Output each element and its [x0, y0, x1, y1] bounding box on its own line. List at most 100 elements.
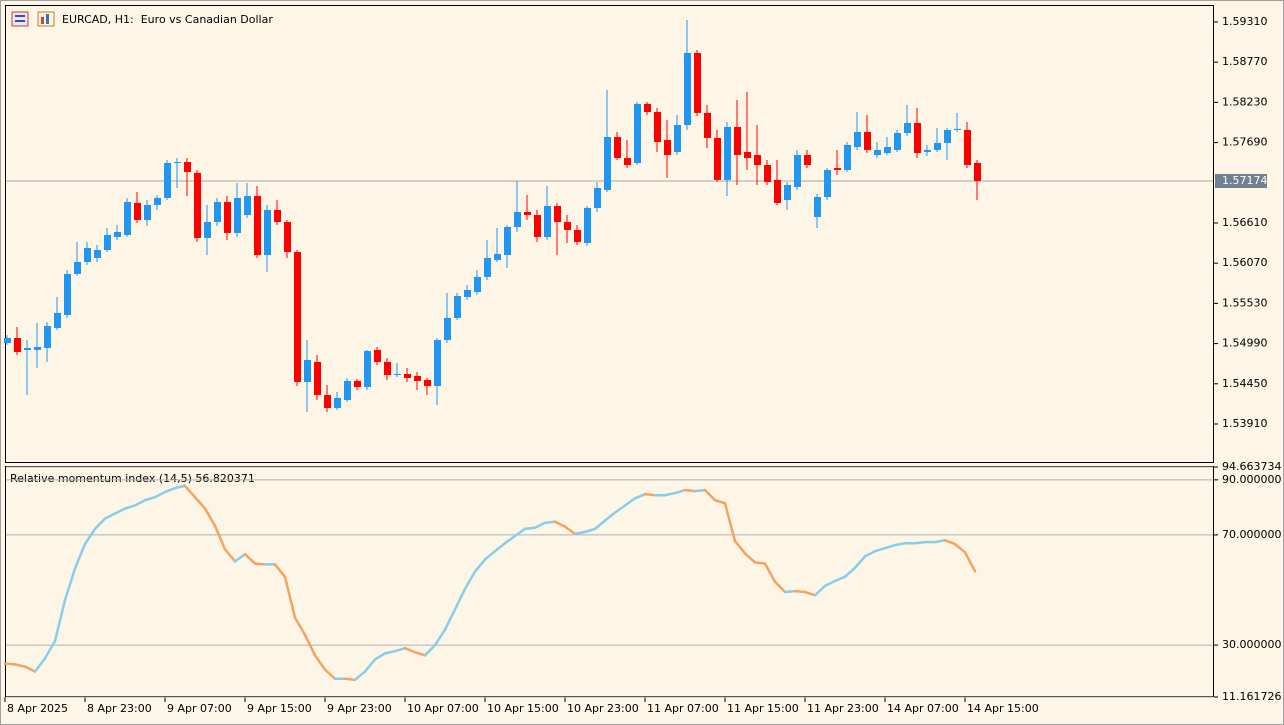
rmi-segment [553, 520, 567, 528]
candle-body [224, 201, 231, 233]
rmi-segment [123, 504, 137, 510]
y-tick-label: 90.000000 [1222, 473, 1282, 486]
rmi-segment [103, 512, 117, 520]
rmi-segment [33, 657, 47, 673]
x-tick-label: 9 Apr 23:00 [327, 702, 392, 715]
candle-body [924, 149, 931, 152]
rmi-segment [373, 652, 387, 661]
x-tick-label: 11 Apr 23:00 [807, 702, 879, 715]
rmi-segment [253, 562, 267, 566]
current-price-box [1215, 173, 1267, 188]
candle-body [424, 379, 431, 387]
rmi-segment [453, 587, 467, 611]
toolbar-icons[interactable] [11, 11, 55, 27]
candle-body [404, 373, 411, 378]
candle-body [724, 126, 731, 180]
candle-body [384, 361, 391, 376]
main-pane [5, 5, 1214, 463]
rmi-segment [863, 549, 877, 558]
rmi-segment [283, 575, 297, 619]
rmi-segment [433, 628, 447, 647]
candle-body [674, 125, 681, 152]
candle-body [244, 195, 251, 216]
y-tick-label: 30.000000 [1222, 638, 1282, 651]
x-tick-label: 14 Apr 07:00 [887, 702, 959, 715]
x-tick-label: 10 Apr 23:00 [567, 702, 639, 715]
y-tick-label: 1.56610 [1222, 216, 1268, 229]
rmi-segment [423, 643, 437, 657]
candle-body [484, 257, 491, 277]
rmi-segment [733, 539, 747, 555]
y-tick-label: 94.663734 [1222, 460, 1282, 473]
indicator-title: Relative momentum index (14,5) 56.820371 [10, 472, 255, 485]
rmi-segment [673, 488, 687, 495]
candle-body [914, 122, 921, 154]
candle-body [14, 338, 21, 352]
candle-body [824, 169, 831, 197]
candle-body [974, 162, 981, 181]
candle-body [844, 144, 851, 170]
rmi-segment [563, 525, 577, 536]
rmi-segment [413, 651, 427, 657]
rmi-segment [963, 551, 977, 573]
rmi-segment [823, 579, 837, 588]
candle-body [714, 137, 721, 180]
candle-body [544, 206, 551, 237]
candle-body [114, 231, 121, 237]
x-tick-label: 8 Apr 23:00 [87, 702, 152, 715]
rmi-segment [293, 616, 307, 637]
rmi-segment [593, 519, 607, 531]
rmi-segment [573, 530, 587, 536]
candle-body [44, 326, 51, 348]
candle-body [494, 253, 501, 260]
candle-body [664, 139, 671, 156]
y-tick-label: 1.59310 [1222, 15, 1268, 28]
candle-body [754, 155, 761, 165]
candle-body [594, 187, 601, 208]
rmi-segment [223, 548, 237, 563]
icon-list[interactable] [11, 11, 29, 27]
candle-body [194, 172, 201, 238]
rmi-segment [543, 520, 557, 525]
rmi-segment [783, 589, 797, 594]
x-tick-label: 9 Apr 07:00 [167, 702, 232, 715]
y-tick-label: 1.53910 [1222, 417, 1268, 430]
candle-body [684, 52, 691, 126]
candle-body [874, 149, 881, 156]
candle-body [854, 132, 861, 147]
rmi-segment [833, 575, 847, 583]
rmi-segment [163, 486, 177, 494]
candle-body [534, 215, 541, 237]
candle-body [444, 317, 451, 341]
rmi-segment [403, 646, 417, 654]
rmi-segment [243, 552, 257, 565]
candle-body [234, 197, 241, 233]
candle-body [414, 375, 421, 381]
rmi-segment [3, 662, 17, 666]
candle-body [204, 222, 211, 238]
rmi-segment [663, 491, 677, 497]
rmi-segment [63, 567, 77, 602]
candle-body [654, 111, 661, 142]
rmi-segment [793, 589, 807, 594]
rmi-segment [143, 495, 157, 502]
y-tick-label: 1.54450 [1222, 377, 1268, 390]
candle-body [184, 162, 191, 172]
rmi-segment [883, 543, 897, 550]
rmi-segment [83, 527, 97, 546]
candle-body [54, 312, 61, 328]
candle-body [154, 197, 161, 205]
chart-title: EURCAD, H1: Euro vs Canadian Dollar [62, 13, 273, 26]
rmi-segment [463, 570, 477, 591]
rmi-segment [513, 527, 527, 538]
rmi-segment [183, 484, 197, 499]
y-tick-label: 11.161726 [1222, 690, 1282, 703]
rmi-segment [873, 546, 887, 553]
rmi-segment [623, 497, 637, 507]
rmi-segment [393, 646, 407, 653]
candle-body [624, 157, 631, 165]
rmi-segment [153, 490, 167, 499]
y-tick-label: 1.54990 [1222, 337, 1268, 350]
y-tick-label: 1.56070 [1222, 256, 1268, 269]
candle-body [464, 289, 471, 297]
